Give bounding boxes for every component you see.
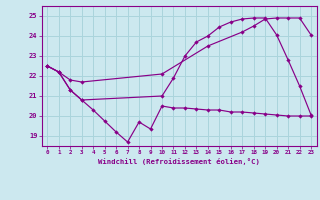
X-axis label: Windchill (Refroidissement éolien,°C): Windchill (Refroidissement éolien,°C) [98, 158, 260, 165]
